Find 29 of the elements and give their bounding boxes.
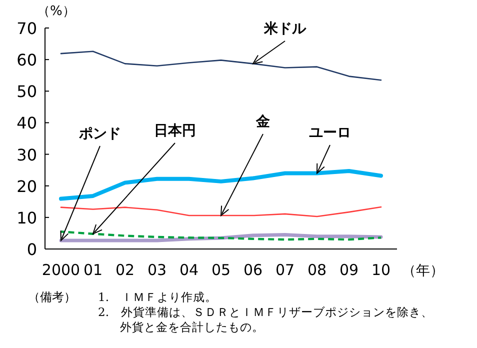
x-tick-label: 07 — [275, 261, 295, 279]
y-tick-label: 0 — [26, 240, 37, 259]
y-tick-label: 10 — [16, 208, 37, 228]
x-axis-title: （年） — [402, 263, 444, 279]
text: 1. ＩＭＦより作成。 — [98, 290, 218, 305]
text: （備考） — [28, 290, 76, 305]
y-tick-label: 70 — [16, 19, 37, 38]
text: 2. 外貨準備は、ＳＤＲとＩＭＦリザーブポジションを除き、外貨と金を合計したもの。 — [98, 305, 434, 335]
annotation: ユーロ — [309, 125, 351, 141]
x-tick-label: 09 — [339, 261, 359, 279]
annotation: 日本円 — [154, 123, 196, 139]
annotation: 金 — [255, 114, 271, 130]
x-tick-label: 03 — [147, 261, 167, 279]
x-tick-label: 08 — [307, 261, 327, 279]
x-tick-label: 02 — [115, 261, 135, 279]
y-tick-label: 20 — [16, 176, 37, 196]
x-tick-label: 05 — [211, 261, 231, 279]
x-tick-label: 01 — [83, 261, 103, 279]
x-tick-label: 2000 — [42, 261, 80, 279]
y-tick-label: 40 — [16, 114, 37, 133]
y-tick-label: 30 — [16, 145, 37, 164]
x-tick-label: 10 — [371, 261, 391, 279]
annotation: ポンド — [78, 126, 121, 142]
x-tick-label: 06 — [243, 261, 263, 279]
y-tick-label: 50 — [16, 82, 37, 102]
x-tick-label: 04 — [179, 261, 199, 279]
annotation: 米ドル — [263, 21, 307, 37]
y-tick-label: 60 — [16, 50, 37, 70]
y-axis-title: （%） — [37, 4, 76, 19]
